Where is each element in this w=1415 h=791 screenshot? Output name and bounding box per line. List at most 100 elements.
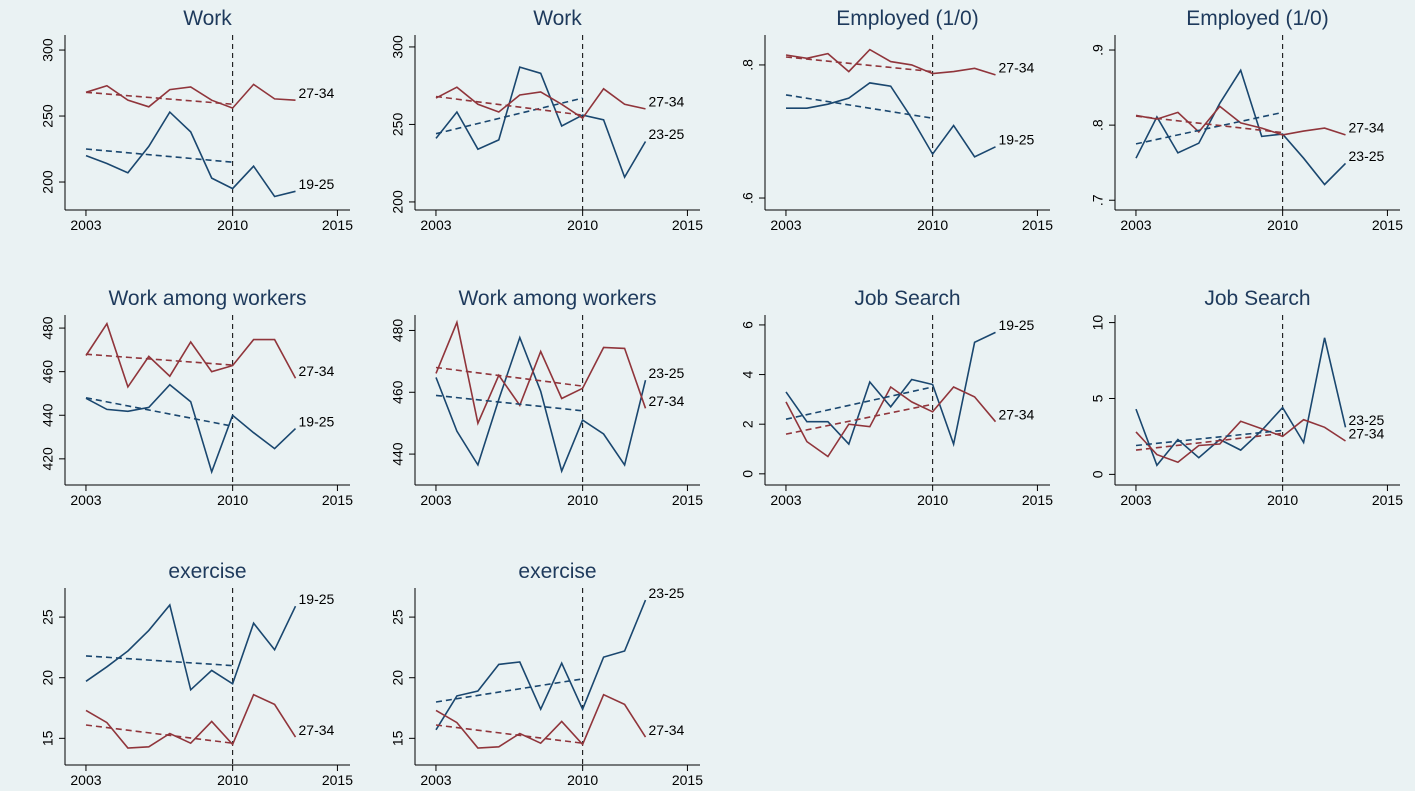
x-tick-label: 2015	[322, 492, 353, 508]
panel-title: Job Search	[1204, 287, 1310, 310]
series-line	[1135, 68, 1347, 186]
trend-line	[785, 94, 933, 119]
y-tick-label: .8	[740, 59, 756, 71]
panel-title: Work among workers	[108, 287, 306, 310]
trend-line	[435, 366, 583, 387]
series-line	[85, 321, 297, 389]
series-label: 23-25	[1349, 148, 1385, 164]
series-line	[785, 48, 996, 76]
x-tick-label: 2015	[1022, 217, 1053, 233]
series-label: 19-25	[299, 591, 335, 607]
trend-line	[1135, 429, 1283, 447]
trend-line	[435, 97, 583, 135]
y-tick-label: .6	[740, 192, 756, 204]
y-tick-label: 420	[40, 447, 56, 471]
series-label: 27-34	[299, 722, 335, 738]
series-label: 23-25	[649, 126, 685, 142]
y-tick-label: .7	[1090, 194, 1106, 206]
trend-line	[1135, 115, 1283, 134]
x-tick-label: 2010	[917, 492, 948, 508]
series-label: 19-25	[299, 413, 335, 429]
x-tick-label: 2010	[917, 217, 948, 233]
series-line	[85, 603, 297, 692]
y-tick-label: 300	[390, 35, 406, 59]
y-tick-label: 0	[1090, 470, 1106, 478]
series-label: 27-34	[999, 60, 1035, 76]
series-line	[85, 693, 297, 749]
x-tick-label: 2010	[1267, 492, 1298, 508]
series-label: 19-25	[999, 131, 1035, 147]
x-tick-label: 2003	[770, 492, 801, 508]
x-tick-label: 2003	[1120, 492, 1151, 508]
trend-line	[85, 148, 233, 163]
x-tick-label: 2015	[1372, 492, 1403, 508]
trend-line	[1135, 432, 1283, 451]
panel: Job Search 0 2 4 6 2003 2010 2015 19-25 27-34	[740, 287, 1054, 508]
y-tick-label: 15	[40, 730, 56, 746]
series-label: 27-34	[299, 363, 335, 379]
x-tick-label: 2010	[567, 492, 598, 508]
y-tick-label: 460	[40, 360, 56, 384]
series-label: 23-25	[649, 365, 685, 381]
x-tick-label: 2010	[567, 217, 598, 233]
x-tick-label: 2015	[1022, 492, 1053, 508]
y-tick-label: 10	[1090, 315, 1106, 331]
y-tick-label: 480	[40, 316, 56, 340]
series-label: 27-34	[1349, 426, 1385, 442]
x-tick-label: 2003	[70, 217, 101, 233]
x-tick-label: 2010	[217, 492, 248, 508]
trend-line	[85, 91, 233, 105]
x-tick-label: 2015	[322, 772, 353, 788]
panel-title: exercise	[168, 560, 246, 583]
x-tick-label: 2015	[1372, 217, 1403, 233]
series-label: 23-25	[1349, 412, 1385, 428]
series-line	[785, 331, 996, 448]
trend-line	[785, 56, 933, 73]
y-tick-label: 20	[40, 670, 56, 686]
series-line	[785, 385, 997, 458]
trend-line	[785, 386, 933, 420]
y-tick-label: 20	[390, 670, 406, 686]
y-tick-label: 0	[740, 470, 756, 478]
x-tick-label: 2015	[672, 772, 703, 788]
trend-line	[85, 724, 233, 744]
y-tick-label: 15	[390, 730, 406, 746]
x-tick-label: 2015	[672, 217, 703, 233]
panel: Employed (1/0) .6 .8 2003 2010 2015 19-25 27-34	[740, 7, 1054, 233]
panel: exercise 15 20 25 2003 2010 2015 23-25 27-34	[390, 560, 704, 788]
y-tick-label: 300	[40, 38, 56, 62]
y-tick-label: 480	[390, 319, 406, 343]
x-tick-label: 2010	[217, 217, 248, 233]
panel-title: exercise	[518, 560, 596, 583]
y-tick-label: 25	[390, 609, 406, 625]
x-tick-label: 2003	[70, 772, 101, 788]
series-label: 27-34	[299, 85, 335, 101]
trend-line	[435, 394, 583, 412]
series-line	[435, 335, 647, 474]
series-label: 27-34	[649, 722, 685, 738]
series-label: 27-34	[1349, 120, 1385, 136]
y-tick-label: .9	[1090, 44, 1106, 56]
x-tick-label: 2010	[567, 772, 598, 788]
y-tick-label: 4	[740, 370, 756, 378]
series-line	[85, 83, 296, 110]
y-tick-label: 2	[740, 420, 756, 428]
series-line	[1135, 418, 1346, 464]
series-line	[435, 599, 647, 731]
panel: Work 200 250 300 2003 2010 2015 23-25 27-34	[390, 7, 704, 233]
y-tick-label: 250	[390, 113, 406, 137]
x-tick-label: 2015	[672, 492, 703, 508]
series-label: 27-34	[999, 406, 1035, 422]
panel-title: Employed (1/0)	[836, 7, 978, 30]
trend-line	[1135, 111, 1283, 145]
y-tick-label: 200	[40, 170, 56, 194]
trend-line	[435, 95, 583, 116]
y-tick-label: 460	[390, 380, 406, 404]
series-line	[435, 86, 646, 120]
trend-line	[435, 724, 583, 744]
series-line	[1135, 105, 1346, 136]
panel: Work 200 250 300 2003 2010 2015 19-25 27-34	[40, 7, 354, 233]
trend-line	[85, 655, 233, 667]
